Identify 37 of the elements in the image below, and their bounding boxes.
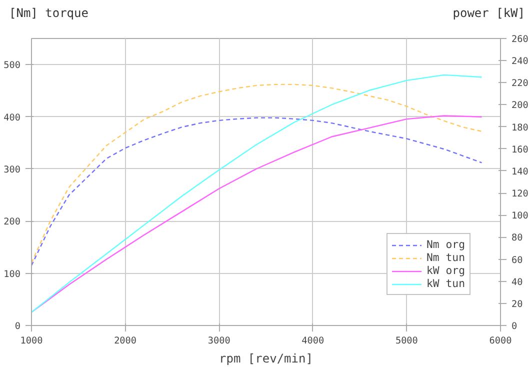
y2-tick-label: 0 [512,321,518,332]
y2-tick-label: 180 [512,122,529,134]
y2-tick-label: 100 [512,210,529,222]
y2-tick-label: 200 [512,100,529,112]
y2-tick-label: 60 [512,254,524,266]
line-series [32,115,482,313]
y-tick-label: 200 [4,216,21,228]
y-tick-label: 400 [4,112,21,124]
y2-tick-label: 160 [512,144,529,156]
y2-tick-label: 20 [512,298,524,310]
x-tick-label: 2000 [114,336,137,346]
line-series [32,117,482,266]
legend-label: Nm org [426,238,465,251]
y2-tick-label: 220 [512,78,529,90]
y2-tick-label: 140 [512,166,529,178]
legend-label: Nm tun [426,251,465,264]
y-tick-label: 0 [14,321,21,332]
y-axis-title: [Nm] torque [9,5,88,22]
x-axis-title: rpm [rev/min] [219,352,313,366]
x-tick-label: 6000 [489,336,512,346]
y2-axis-title: power [kW] [452,5,525,22]
legend-label: kW tun [426,277,465,290]
x-tick-label: 4000 [302,336,325,346]
y-tick-label: 500 [4,60,21,72]
y2-tick-label: 80 [512,232,524,244]
y2-tick-label: 120 [512,188,529,200]
y2-tick-label: 40 [512,276,524,288]
legend-label: kW org [426,264,465,277]
x-tick-label: 3000 [208,336,231,346]
y-tick-label: 300 [4,164,21,176]
line-series [32,74,482,313]
y2-tick-label: 260 [512,34,529,45]
x-tick-label: 1000 [20,336,44,346]
y-tick-label: 100 [4,268,21,280]
x-tick-label: 5000 [395,336,418,346]
y2-tick-label: 240 [512,56,529,68]
line-series [32,84,482,264]
